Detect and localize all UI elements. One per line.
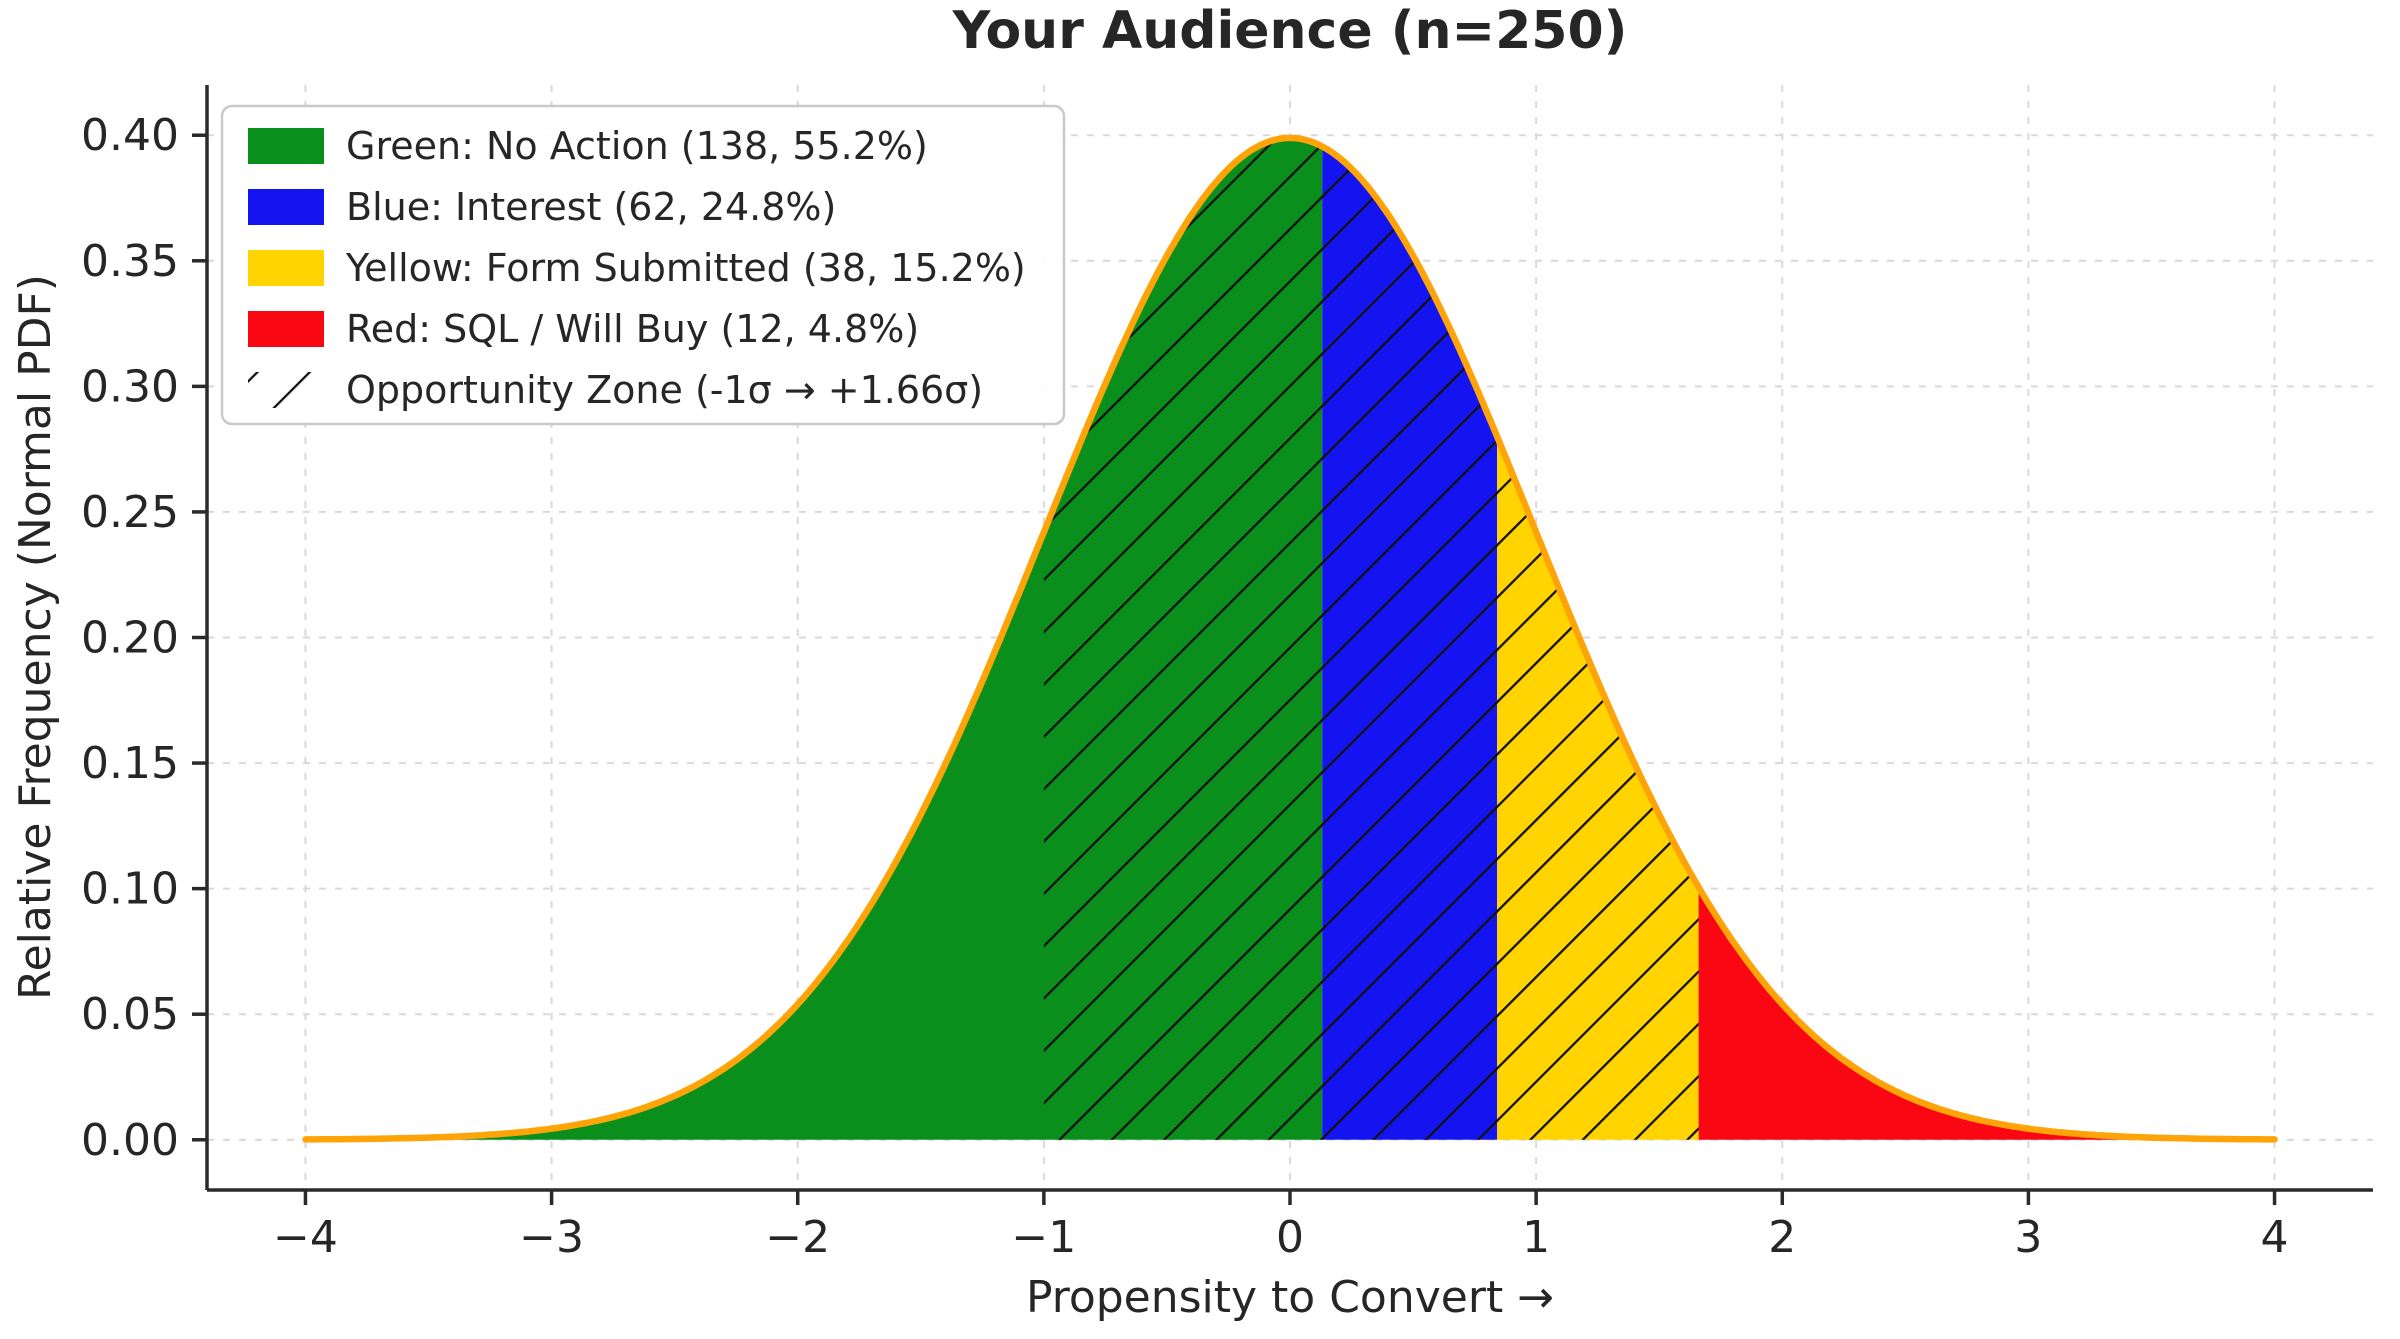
x-tick-label: −3 bbox=[519, 1212, 584, 1263]
y-tick-label: 0.15 bbox=[81, 738, 179, 789]
legend-swatch bbox=[248, 128, 324, 164]
y-tick-label: 0.20 bbox=[81, 613, 179, 664]
y-tick-label: 0.35 bbox=[81, 236, 179, 287]
legend-box bbox=[220, 104, 1066, 426]
y-tick-label: 0.00 bbox=[81, 1115, 179, 1166]
legend-label: Opportunity Zone (-1σ → +1.66σ) bbox=[346, 368, 983, 412]
legend-label: Red: SQL / Will Buy (12, 4.8%) bbox=[346, 307, 919, 351]
y-tick-label: 0.30 bbox=[81, 361, 179, 412]
legend-label: Green: No Action (138, 55.2%) bbox=[346, 124, 928, 168]
opportunity-zone-hatch bbox=[1043, 137, 1699, 1140]
legend: Green: No Action (138, 55.2%) Blue: Inter… bbox=[220, 104, 1066, 426]
axes bbox=[192, 85, 2373, 1205]
pdf-curve bbox=[302, 134, 2278, 1143]
chart-title: Your Audience (n=250) bbox=[952, 1, 1628, 61]
x-tick-label: −1 bbox=[1011, 1212, 1076, 1263]
legend-swatch bbox=[248, 311, 324, 347]
legend-swatch bbox=[248, 189, 324, 225]
opportunity-zone-area bbox=[1043, 137, 1699, 1140]
x-tick-label: −2 bbox=[765, 1212, 830, 1263]
y-axis-label: Relative Frequency (Normal PDF) bbox=[10, 274, 61, 1000]
x-tick-label: 2 bbox=[1768, 1212, 1796, 1263]
x-tick-label: 1 bbox=[1522, 1212, 1550, 1263]
x-axis-label: Propensity to Convert → bbox=[1026, 1272, 1554, 1323]
y-tick-label: 0.40 bbox=[81, 110, 179, 161]
tick-labels: −4 −3 −2 −1 0 1 2 3 4 0.00 0.05 0.10 0.15 0.20 0.25 0.3… bbox=[81, 110, 2289, 1263]
legend-swatch-hatch-lines bbox=[248, 372, 324, 408]
y-tick-label: 0.25 bbox=[81, 487, 179, 538]
x-tick-label: 4 bbox=[2261, 1212, 2289, 1263]
legend-label: Yellow: Form Submitted (38, 15.2%) bbox=[345, 246, 1026, 290]
y-tick-label: 0.10 bbox=[81, 864, 179, 915]
y-tick-label: 0.05 bbox=[81, 989, 179, 1040]
legend-swatch bbox=[248, 250, 324, 286]
normal-pdf-line bbox=[302, 134, 2278, 1143]
x-tick-label: 0 bbox=[1276, 1212, 1304, 1263]
segment-red bbox=[1698, 887, 2275, 1140]
legend-label: Blue: Interest (62, 24.8%) bbox=[346, 185, 836, 229]
x-tick-label: 3 bbox=[2014, 1212, 2042, 1263]
x-tick-label: −4 bbox=[273, 1212, 338, 1263]
